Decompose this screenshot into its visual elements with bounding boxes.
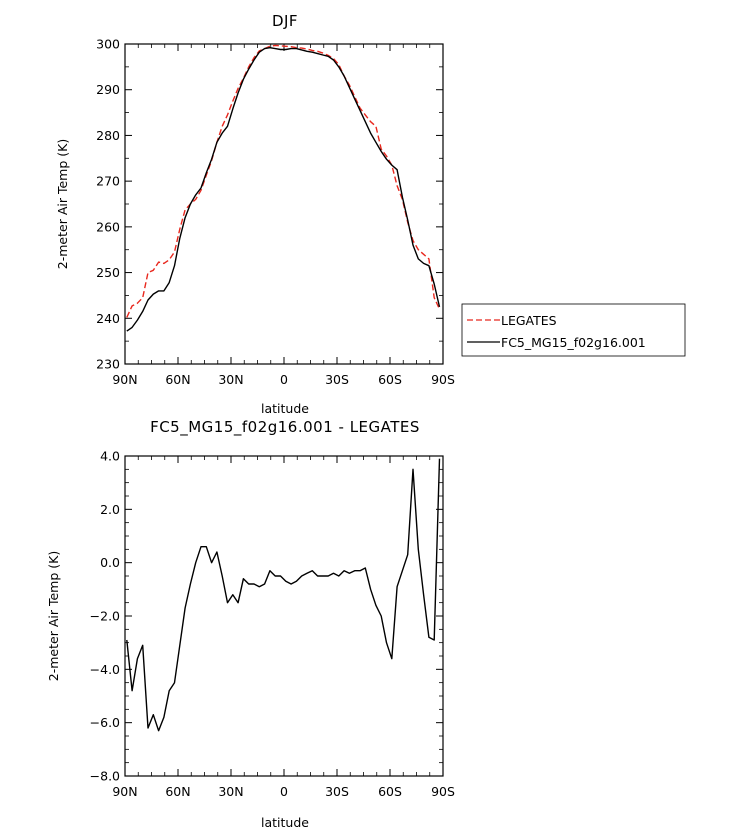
legend-label-model: FC5_MG15_f02g16.001: [501, 335, 646, 350]
top-y-axis-label: 2-meter Air Temp (K): [55, 139, 70, 269]
x-tick-label: 30N: [218, 372, 243, 387]
series-line-difference: [126, 458, 441, 732]
y-tick-label: −4.0: [90, 662, 120, 677]
legend: LEGATES FC5_MG15_f02g16.001: [461, 303, 686, 357]
x-tick-label: 60S: [378, 784, 402, 799]
top-tick-labels: 90N 60N 30N 0 30S 60S 90S 230 240 250 260 270 280 290…: [96, 37, 455, 388]
x-tick-label: 60N: [165, 372, 190, 387]
bottom-chart-title: FC5_MG15_f02g16.001 - LEGATES: [150, 418, 420, 437]
y-tick-label: 260: [96, 219, 120, 234]
x-tick-label: 60N: [165, 784, 190, 799]
bottom-x-axis-label: latitude: [261, 815, 309, 830]
y-tick-label: 4.0: [100, 449, 120, 464]
y-tick-label: 250: [96, 265, 120, 280]
bottom-y-axis-label: 2-meter Air Temp (K): [46, 551, 61, 681]
x-tick-label: 60S: [378, 372, 402, 387]
x-tick-label: 30S: [325, 784, 349, 799]
x-tick-label: 30N: [218, 784, 243, 799]
y-tick-label: 0.0: [100, 555, 120, 570]
bottom-lines: [126, 458, 441, 732]
bottom-plot-frame: [124, 455, 444, 777]
top-lines: [126, 44, 441, 332]
y-tick-label: 230: [96, 357, 120, 372]
y-tick-label: 270: [96, 174, 120, 189]
top-chart-title: DJF: [272, 12, 298, 30]
top-plot-frame: [124, 43, 444, 365]
y-tick-label: −2.0: [90, 609, 120, 624]
y-tick-label: 2.0: [100, 502, 120, 517]
x-tick-label: 90S: [431, 372, 455, 387]
y-tick-label: 290: [96, 82, 120, 97]
y-tick-label: −6.0: [90, 715, 120, 730]
y-tick-label: 240: [96, 311, 120, 326]
bottom-tick-labels: 90N 60N 30N 0 30S 60S 90S −8.0 −6.0 −4.0 −2.0 0.0 2.…: [90, 449, 455, 800]
x-tick-label: 0: [280, 372, 288, 387]
bottom-panel: FC5_MG15_f02g16.001 - LEGATES 90N 60N 30N 0…: [46, 418, 455, 830]
top-ticks: [124, 43, 444, 365]
legend-box: [461, 303, 686, 357]
x-tick-label: 90N: [112, 372, 137, 387]
x-tick-label: 90S: [431, 784, 455, 799]
legend-label-legates: LEGATES: [501, 313, 557, 328]
top-x-axis-label: latitude: [261, 401, 309, 416]
y-tick-label: −8.0: [90, 769, 120, 784]
y-tick-label: 300: [96, 37, 120, 52]
x-tick-label: 90N: [112, 784, 137, 799]
y-tick-label: 280: [96, 128, 120, 143]
series-line-fc5-mg15-f02g16-001: [126, 47, 441, 332]
top-panel: DJF 90N 60N 30N 0 30S 60S 90S 230 240 250 260 270 28…: [55, 12, 455, 416]
x-tick-label: 0: [280, 784, 288, 799]
series-line-legates: [126, 44, 441, 318]
x-tick-label: 30S: [325, 372, 349, 387]
